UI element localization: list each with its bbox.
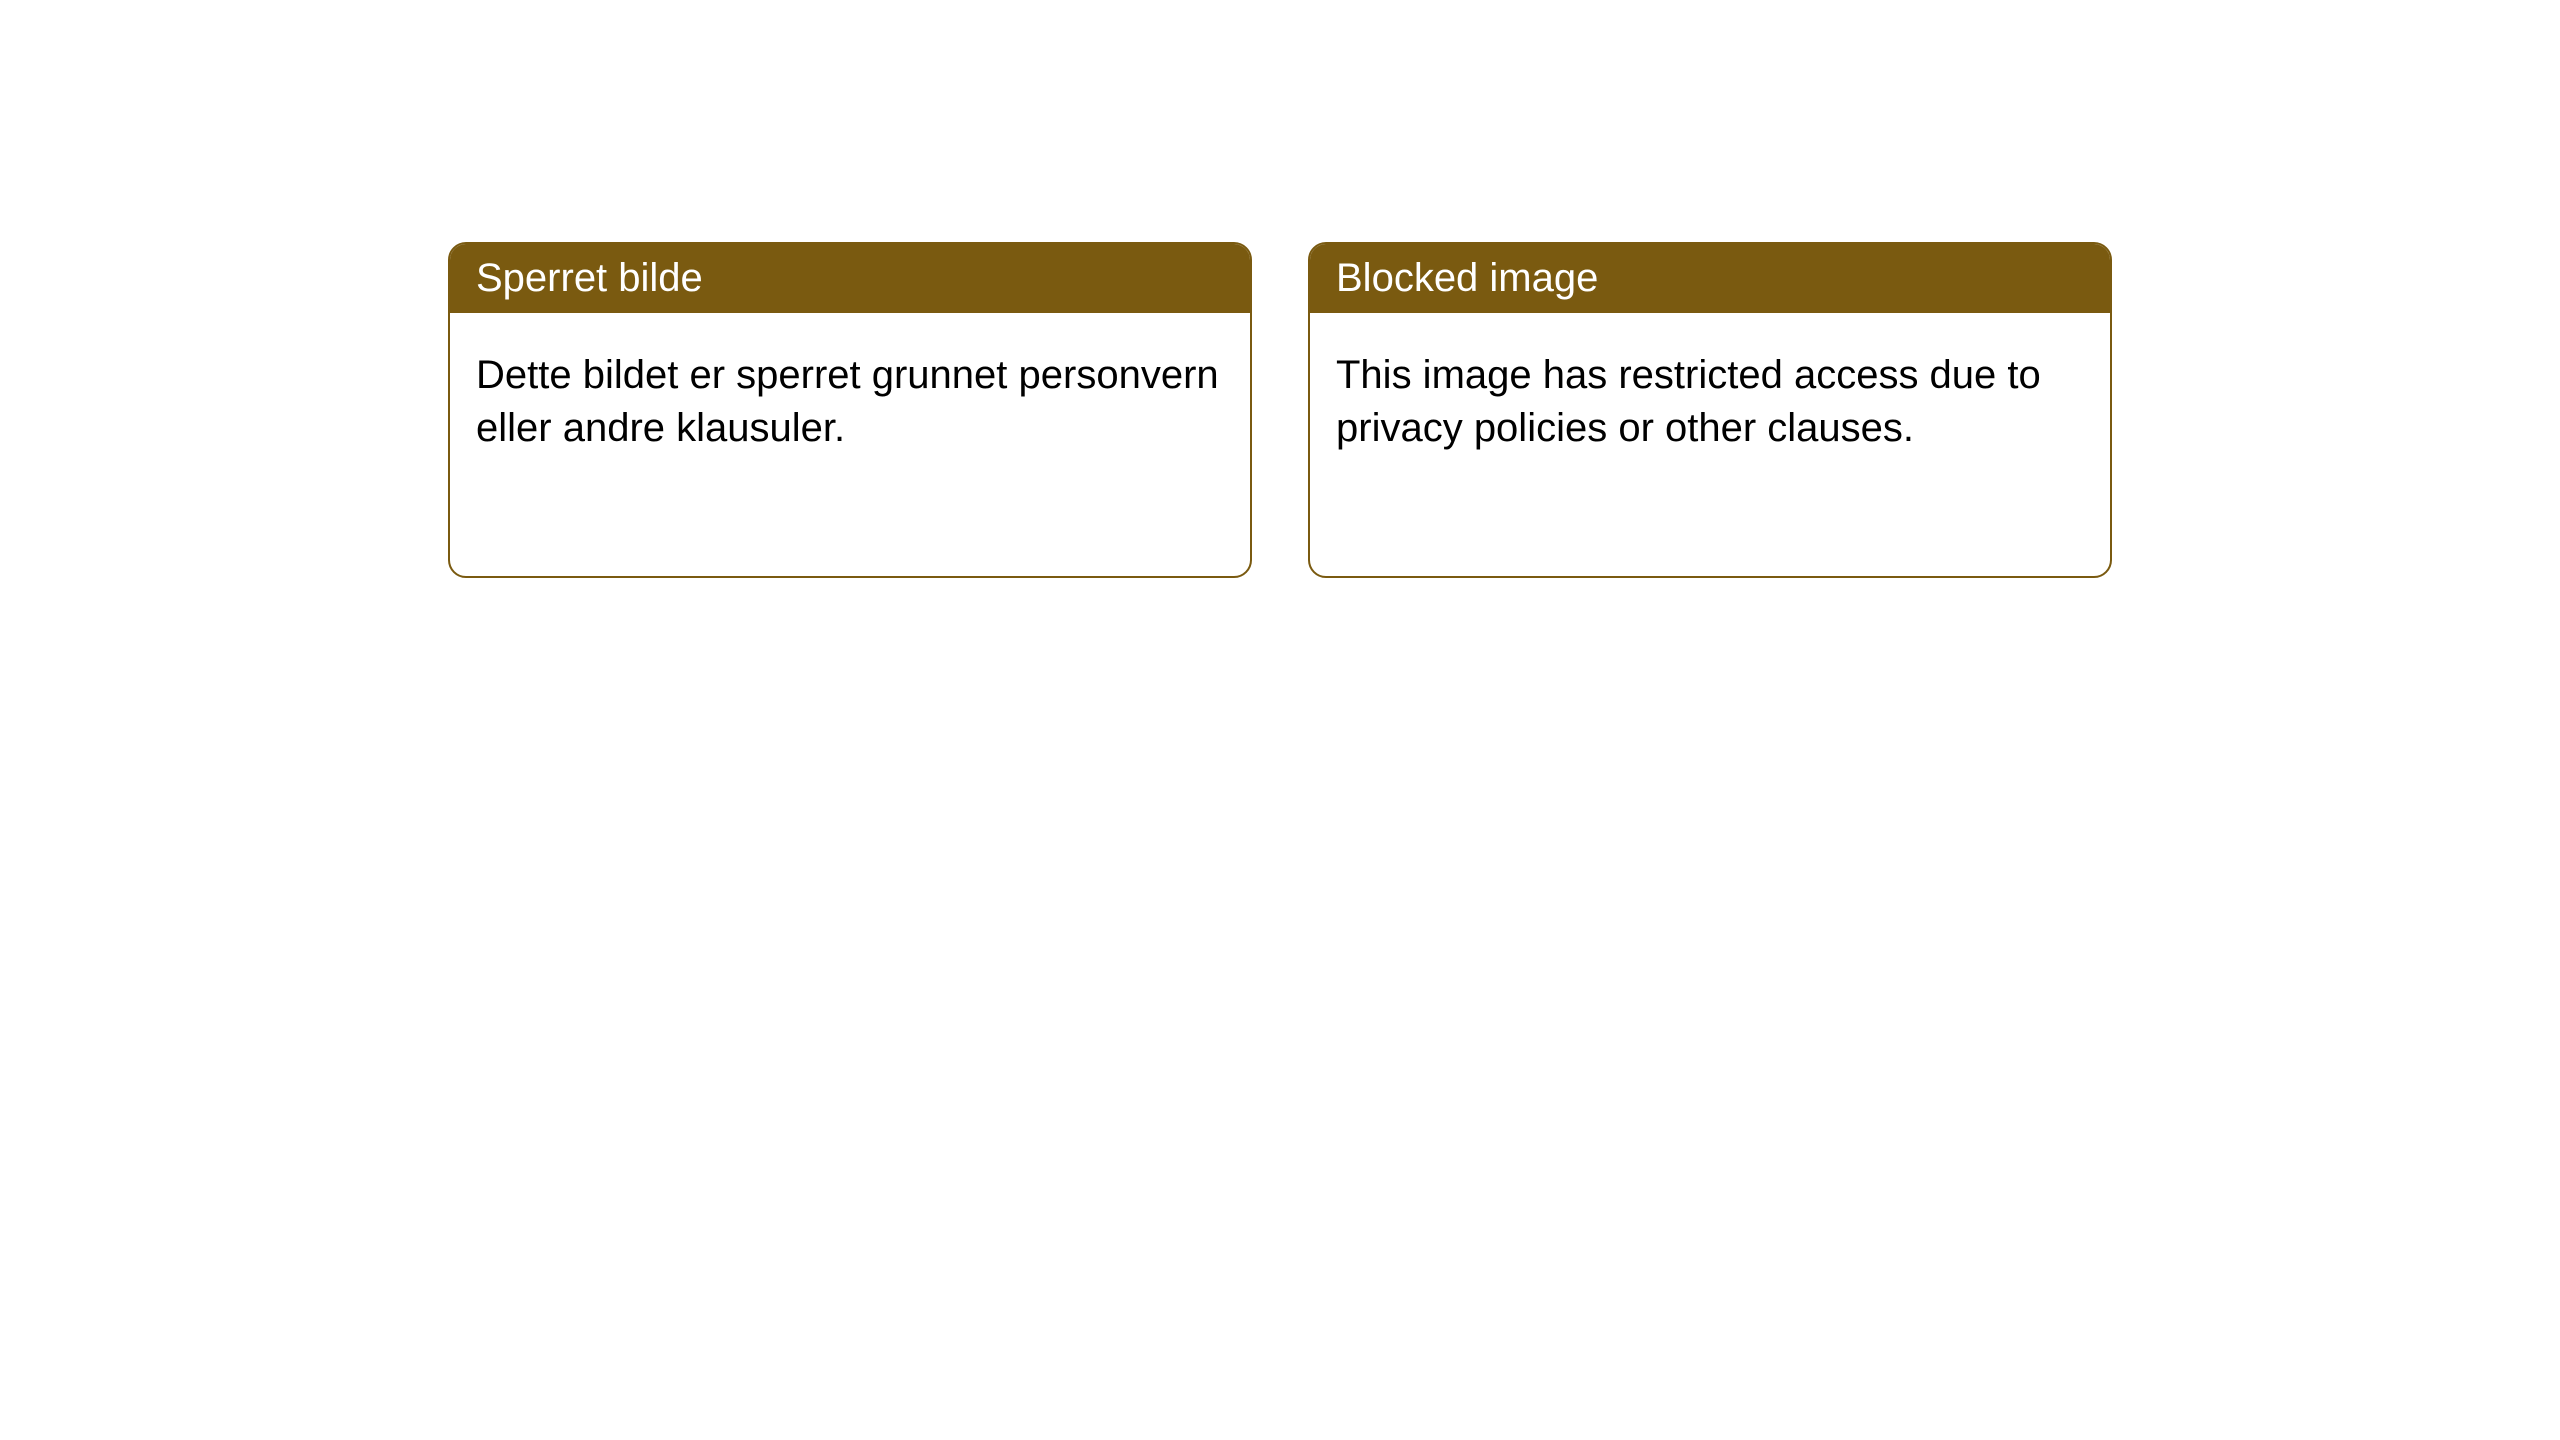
notice-header-english: Blocked image	[1310, 244, 2110, 313]
notice-card-norwegian: Sperret bilde Dette bildet er sperret gr…	[448, 242, 1252, 578]
notice-body-english: This image has restricted access due to …	[1310, 313, 2110, 491]
notice-body-norwegian: Dette bildet er sperret grunnet personve…	[450, 313, 1250, 491]
notice-card-english: Blocked image This image has restricted …	[1308, 242, 2112, 578]
notice-container: Sperret bilde Dette bildet er sperret gr…	[0, 0, 2560, 578]
notice-header-norwegian: Sperret bilde	[450, 244, 1250, 313]
